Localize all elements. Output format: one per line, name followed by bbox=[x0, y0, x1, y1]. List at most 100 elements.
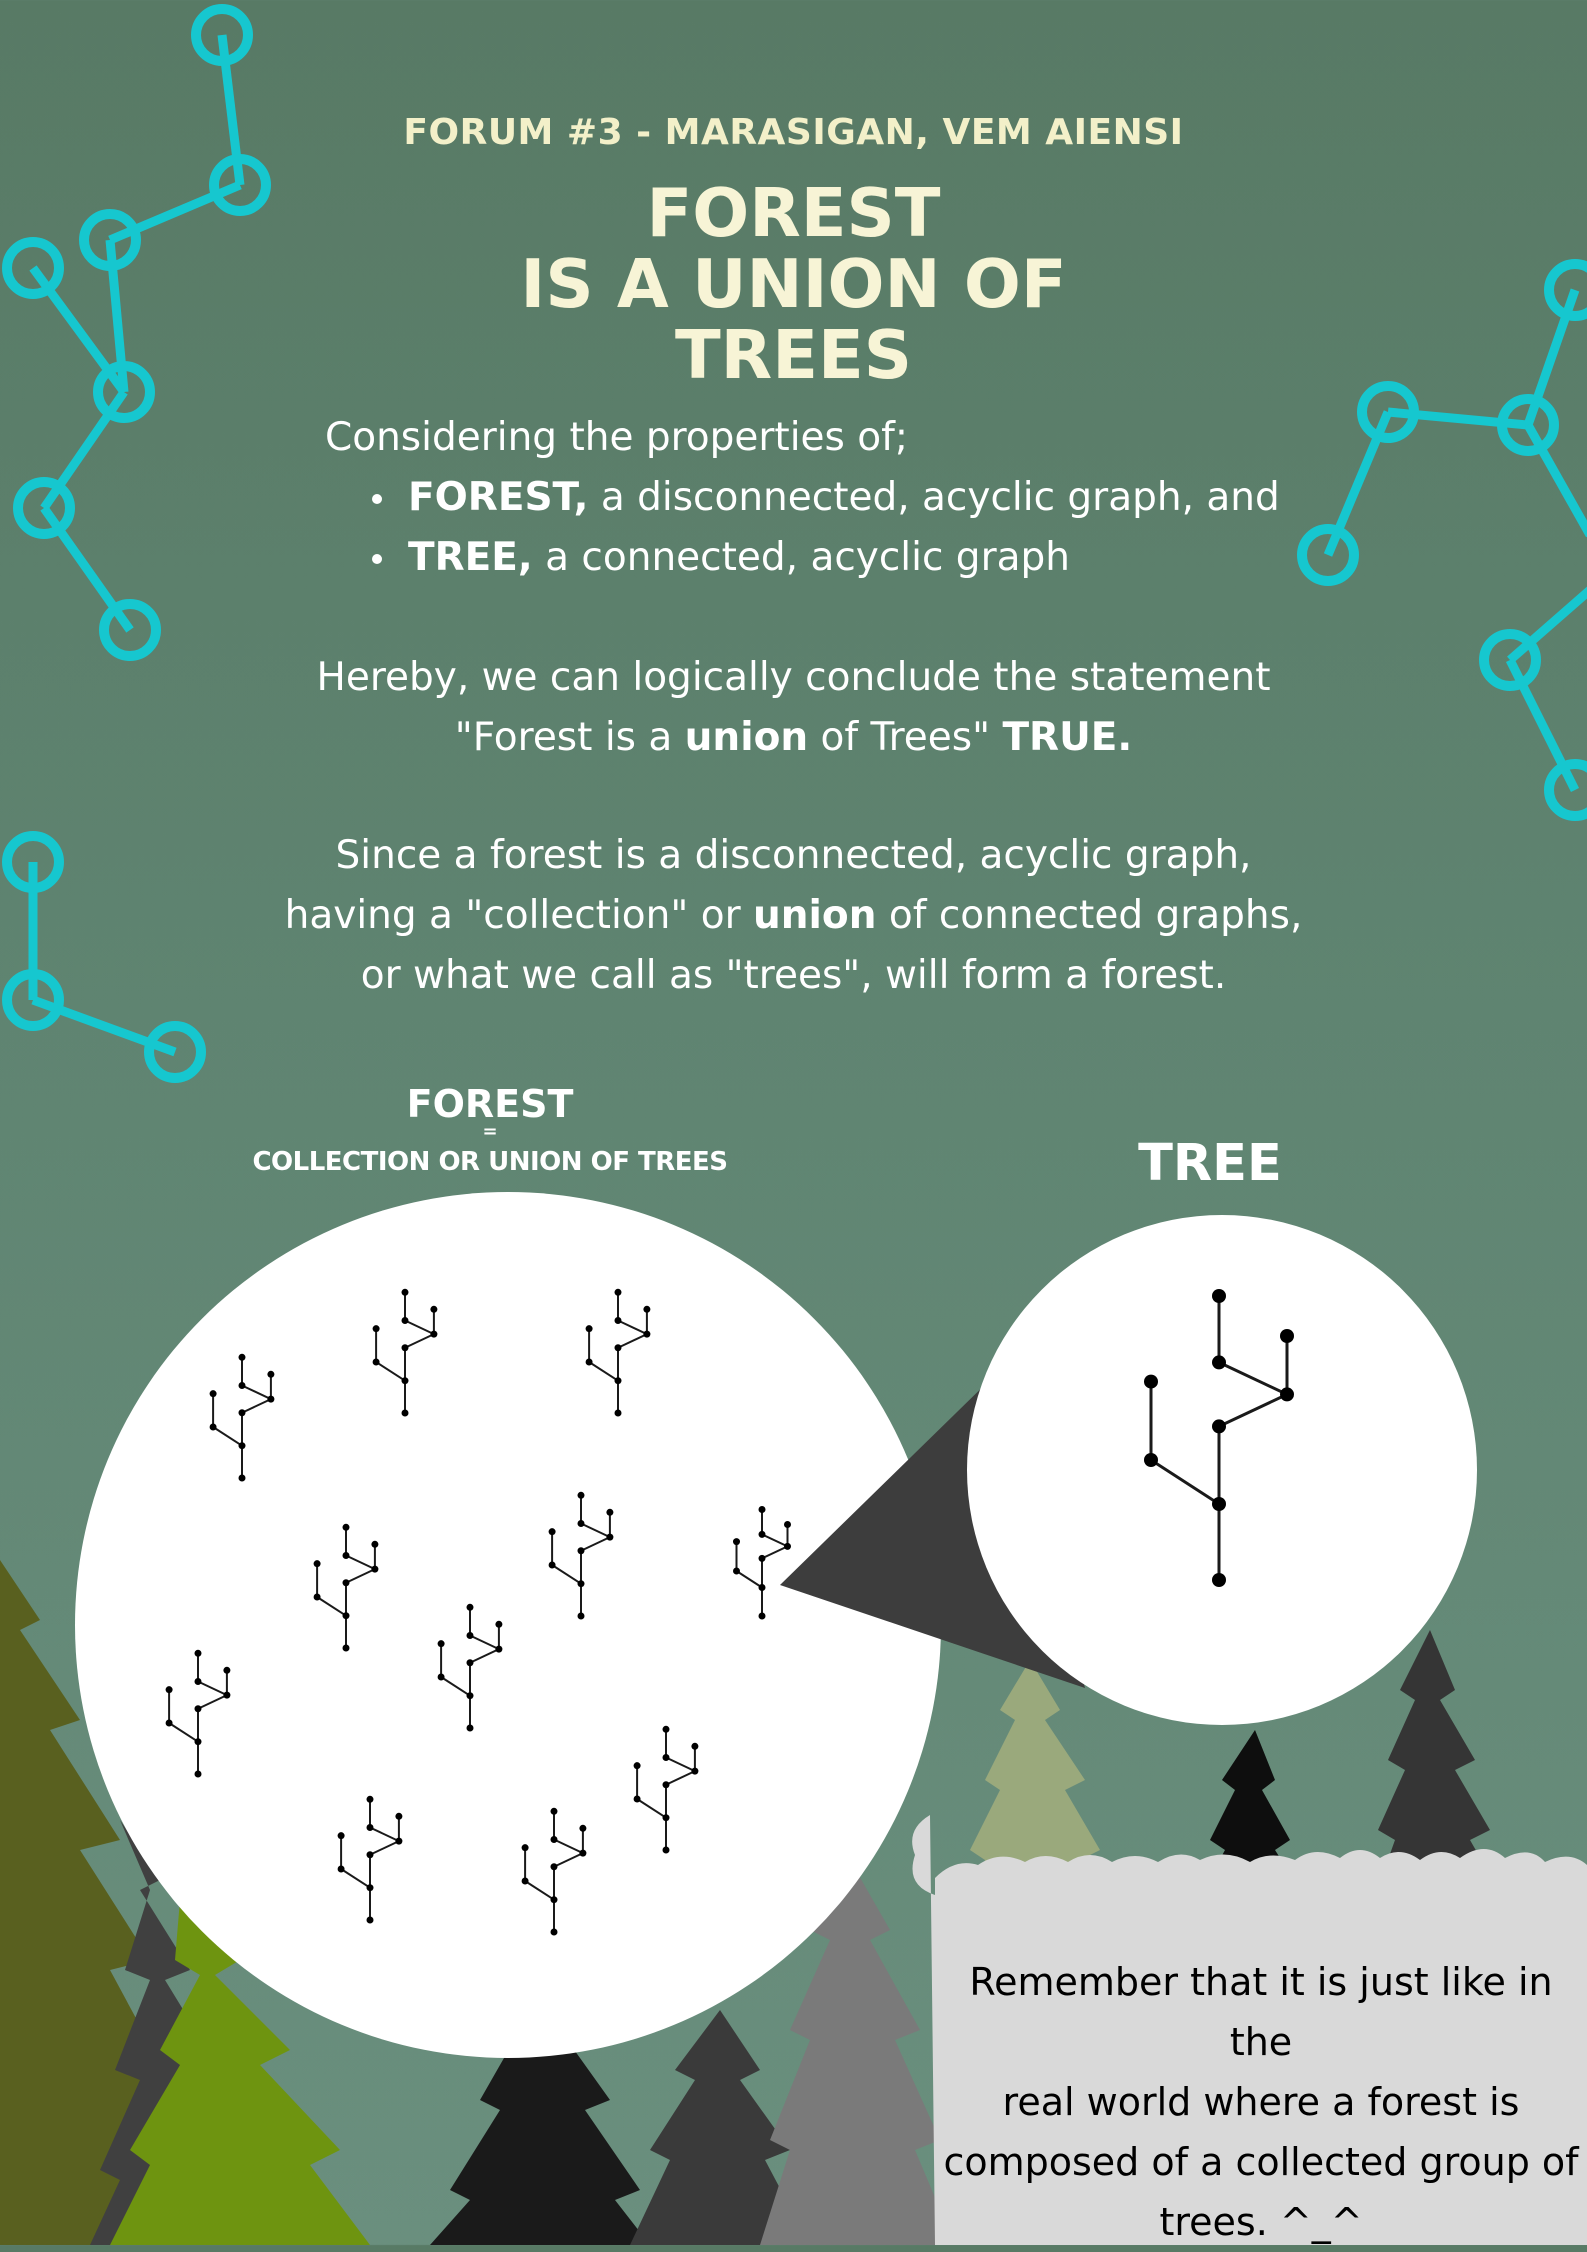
graph-vertex bbox=[401, 1344, 409, 1352]
reminder-line-4: trees. ^_^ bbox=[1159, 2200, 1363, 2244]
forest-tree-group bbox=[165, 1288, 791, 1936]
conclusion-paragraph: Hereby, we can logically conclude the st… bbox=[0, 648, 1587, 768]
graph-vertex bbox=[758, 1612, 766, 1620]
graph-edge bbox=[588, 1361, 619, 1382]
graph-vertex bbox=[758, 1506, 766, 1513]
graph-vertex bbox=[550, 1863, 558, 1871]
graph-edge bbox=[440, 1676, 471, 1697]
graph-edge bbox=[553, 1852, 584, 1868]
graph-vertex bbox=[466, 1724, 474, 1732]
graph-vertex bbox=[313, 1560, 321, 1568]
graph-vertex bbox=[758, 1530, 766, 1538]
forest-sublabel: COLLECTION OR UNION OF TREES bbox=[252, 1147, 728, 1177]
graph-vertex bbox=[342, 1612, 350, 1620]
graph-vertex bbox=[1212, 1289, 1226, 1303]
graph-vertex bbox=[521, 1844, 529, 1852]
graph-edge bbox=[617, 1333, 648, 1349]
equals-sign: = bbox=[482, 1121, 498, 1142]
detail-tree bbox=[1144, 1289, 1294, 1587]
mini-tree bbox=[337, 1795, 403, 1924]
graph-vertex bbox=[1212, 1419, 1226, 1434]
graph-edge bbox=[168, 1722, 199, 1743]
mini-tree bbox=[521, 1807, 587, 1936]
graph-vertex bbox=[401, 1377, 409, 1385]
graph-vertex bbox=[495, 1620, 503, 1628]
conclusion-quote-end: of Trees" bbox=[808, 715, 1003, 760]
graph-vertex bbox=[223, 1666, 231, 1674]
explanation-union-word: union bbox=[753, 893, 877, 938]
graph-edge bbox=[375, 1361, 406, 1382]
graph-vertex bbox=[1144, 1453, 1158, 1467]
graph-vertex bbox=[466, 1632, 474, 1640]
graph-vertex bbox=[614, 1317, 622, 1325]
graph-vertex bbox=[401, 1409, 409, 1417]
conclusion-union-word: union bbox=[684, 715, 809, 760]
graph-vertex bbox=[1280, 1387, 1294, 1402]
graph-vertex bbox=[1144, 1374, 1158, 1389]
conclusion-verdict: TRUE. bbox=[1002, 715, 1133, 760]
graph-vertex bbox=[371, 1540, 379, 1548]
graph-vertex bbox=[194, 1678, 202, 1686]
mini-tree bbox=[209, 1353, 275, 1482]
graph-vertex bbox=[313, 1593, 321, 1601]
graph-vertex bbox=[662, 1781, 670, 1789]
graph-vertex bbox=[577, 1491, 585, 1499]
reminder-line-1: Remember that it is just like in the bbox=[969, 1960, 1553, 2064]
cyan-graph-decoration-right bbox=[1297, 259, 1587, 821]
graph-vertex bbox=[342, 1523, 350, 1531]
graph-vertex bbox=[691, 1767, 699, 1775]
definition-forest-text: a disconnected, acyclic graph, and bbox=[588, 475, 1280, 520]
graph-edge bbox=[197, 1680, 228, 1697]
graph-vertex bbox=[337, 1832, 345, 1840]
graph-edge bbox=[761, 1545, 788, 1560]
graph-edge bbox=[665, 1756, 696, 1773]
mini-tree bbox=[733, 1506, 791, 1620]
graph-vertex bbox=[579, 1849, 587, 1857]
graph-vertex bbox=[238, 1382, 246, 1390]
conclusion-quote-start: "Forest is a bbox=[454, 715, 685, 760]
graph-vertex bbox=[366, 1851, 374, 1859]
graph-vertex bbox=[784, 1542, 791, 1550]
graph-vertex bbox=[342, 1579, 350, 1587]
graph-edge bbox=[241, 1384, 272, 1401]
graph-vertex bbox=[366, 1916, 374, 1924]
graph-vertex bbox=[733, 1538, 740, 1546]
graph-vertex bbox=[633, 1795, 641, 1803]
graph-vertex bbox=[550, 1836, 558, 1844]
graph-vertex bbox=[606, 1508, 614, 1516]
cyan-graph-decoration-lower-left bbox=[2, 831, 206, 1083]
graph-edge bbox=[580, 1536, 611, 1552]
graph-edge bbox=[404, 1333, 435, 1349]
graph-vertex bbox=[733, 1567, 740, 1575]
mini-tree bbox=[165, 1649, 231, 1778]
graph-edge bbox=[212, 1426, 243, 1447]
mini-tree bbox=[313, 1523, 379, 1652]
graph-vertex bbox=[548, 1561, 556, 1569]
definition-tree-text: a connected, acyclic graph bbox=[532, 535, 1070, 580]
cyan-graph-decoration-left bbox=[2, 4, 271, 661]
graph-vertex bbox=[267, 1395, 275, 1403]
graph-vertex bbox=[662, 1725, 670, 1733]
forest-circle bbox=[75, 1192, 941, 2058]
graph-vertex bbox=[758, 1584, 766, 1591]
graph-edge bbox=[665, 1770, 696, 1786]
explanation-line-3: or what we call as "trees", will form a … bbox=[360, 953, 1227, 998]
forest-label: FOREST bbox=[406, 1082, 574, 1126]
graph-vertex bbox=[548, 1528, 556, 1536]
graph-vertex bbox=[614, 1344, 622, 1352]
graph-vertex bbox=[366, 1795, 374, 1803]
title-line-2: IS A UNION OF bbox=[520, 245, 1067, 323]
graph-vertex bbox=[342, 1644, 350, 1652]
graph-vertex bbox=[662, 1846, 670, 1854]
graph-vertex bbox=[1212, 1573, 1226, 1587]
graph-vertex bbox=[662, 1814, 670, 1822]
graph-vertex bbox=[633, 1762, 641, 1770]
title-line-1: FOREST bbox=[646, 174, 941, 252]
graph-edge bbox=[617, 1319, 648, 1336]
graph-edge bbox=[340, 1868, 371, 1889]
graph-edge bbox=[580, 1522, 611, 1539]
graph-vertex bbox=[430, 1305, 438, 1313]
graph-vertex bbox=[267, 1370, 275, 1378]
